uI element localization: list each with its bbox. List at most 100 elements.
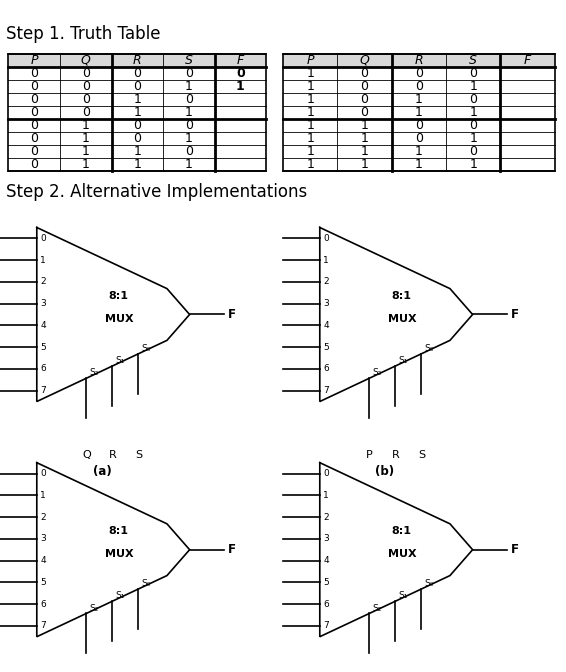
Text: 1: 1 [134,93,141,106]
Text: R: R [392,450,399,460]
Text: 0: 0 [185,67,193,80]
Text: 1: 1 [306,145,314,159]
Text: S₂: S₂ [372,368,381,378]
Text: 4: 4 [40,321,46,330]
Bar [8,54,266,67]
Text: 0: 0 [133,67,142,80]
Text: 1: 1 [306,132,314,145]
Text: MUX: MUX [105,550,133,559]
Text: 0: 0 [361,106,368,119]
Text: P: P [366,450,372,460]
Text: 7: 7 [323,622,329,630]
Text: 2: 2 [323,278,329,286]
Text: S₁: S₁ [398,356,408,365]
Text: 4: 4 [40,556,46,565]
Text: 0: 0 [469,67,477,80]
Text: 1: 1 [415,145,423,159]
Text: 1: 1 [361,145,368,159]
Text: 1: 1 [82,119,89,132]
Text: S₀: S₀ [424,344,434,353]
Text: Q: Q [82,450,91,460]
Text: 1: 1 [415,93,423,106]
Text: 0: 0 [82,80,90,93]
Text: 0: 0 [361,80,368,93]
Text: 0: 0 [415,80,423,93]
Bar [283,54,555,67]
Text: F: F [511,308,519,321]
Text: 0: 0 [415,132,423,145]
Text: 0: 0 [185,93,193,106]
Text: 1: 1 [40,255,46,265]
Text: 0: 0 [133,80,142,93]
Text: 0: 0 [40,234,46,243]
Text: F: F [237,54,244,67]
Text: MUX: MUX [388,550,416,559]
Text: R: R [109,450,116,460]
Text: Step 1. Truth Table: Step 1. Truth Table [6,26,160,43]
Text: R: R [133,54,142,67]
Text: 5: 5 [40,578,46,587]
Text: 1: 1 [82,159,89,171]
Text: 1: 1 [40,491,46,500]
Text: MUX: MUX [105,314,133,324]
Text: 1: 1 [134,159,141,171]
Text: Step 2. Alternative Implementations: Step 2. Alternative Implementations [6,183,307,200]
Text: 5: 5 [323,343,329,351]
Text: S₂: S₂ [89,603,98,613]
Text: 0: 0 [361,93,368,106]
Text: F: F [524,54,531,67]
Text: 7: 7 [40,386,46,395]
Text: 1: 1 [323,491,329,500]
Text: 0: 0 [185,145,193,159]
Text: 6: 6 [323,364,329,374]
Text: 0: 0 [415,67,423,80]
Text: 0: 0 [133,119,142,132]
Text: 1: 1 [415,159,423,171]
Text: 1: 1 [236,80,245,93]
Text: F: F [228,308,236,321]
Text: 0: 0 [236,67,245,80]
Text: S₁: S₁ [115,356,125,365]
Text: 7: 7 [323,386,329,395]
Text: S: S [185,54,192,67]
Text: 3: 3 [323,299,329,308]
Text: F: F [228,543,236,556]
Text: 1: 1 [361,132,368,145]
Text: 0: 0 [30,80,38,93]
Text: 1: 1 [306,159,314,171]
Text: 0: 0 [30,159,38,171]
Text: 6: 6 [323,599,329,609]
Text: 1: 1 [306,67,314,80]
Text: 1: 1 [469,159,477,171]
Text: 1: 1 [323,255,329,265]
Text: 1: 1 [82,132,89,145]
Text: S₂: S₂ [89,368,98,378]
Text: R: R [414,54,423,67]
Text: 0: 0 [30,119,38,132]
Text: 2: 2 [323,513,329,521]
Text: 1: 1 [415,106,423,119]
Text: MUX: MUX [388,314,416,324]
Text: 0: 0 [469,145,477,159]
Text: 0: 0 [30,106,38,119]
Text: 8:1: 8:1 [392,526,412,536]
Text: 0: 0 [82,93,90,106]
Text: 2: 2 [40,513,46,521]
Text: Q: Q [359,54,370,67]
Text: 0: 0 [323,469,329,478]
Text: S: S [469,54,477,67]
Text: 1: 1 [185,159,192,171]
Text: 8:1: 8:1 [392,291,412,300]
Text: 8:1: 8:1 [109,291,129,300]
Text: P: P [306,54,314,67]
Text: 1: 1 [82,145,89,159]
Text: 6: 6 [40,364,46,374]
Text: 0: 0 [469,93,477,106]
Text: 0: 0 [469,119,477,132]
Text: 4: 4 [323,321,329,330]
Text: 0: 0 [30,132,38,145]
Text: (a): (a) [92,465,112,478]
Text: 0: 0 [415,119,423,132]
Text: 0: 0 [40,469,46,478]
Text: 1: 1 [185,80,192,93]
